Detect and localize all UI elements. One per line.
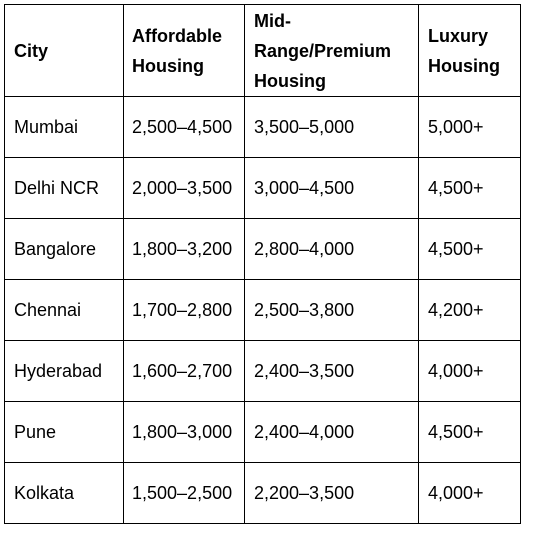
cell-luxury: 4,000+ (418, 340, 521, 402)
cell-affordable: 2,000–3,500 (123, 157, 245, 219)
cell-city: Kolkata (4, 462, 124, 524)
table-body: Mumbai 2,500–4,500 3,500–5,000 5,000+ De… (4, 96, 521, 524)
table-header: City Affordable Housing Mid-Range/Premiu… (4, 4, 521, 97)
cell-mid-range: 2,200–3,500 (244, 462, 419, 524)
table-row: Delhi NCR 2,000–3,500 3,000–4,500 4,500+ (4, 157, 521, 219)
cell-luxury: 4,500+ (418, 157, 521, 219)
header-affordable-housing: Affordable Housing (123, 4, 245, 97)
cell-city: Bangalore (4, 218, 124, 280)
table-row: Chennai 1,700–2,800 2,500–3,800 4,200+ (4, 279, 521, 341)
cell-luxury: 4,200+ (418, 279, 521, 341)
cell-luxury: 4,500+ (418, 401, 521, 463)
cell-city: Hyderabad (4, 340, 124, 402)
cell-affordable: 1,500–2,500 (123, 462, 245, 524)
table-row: Kolkata 1,500–2,500 2,200–3,500 4,000+ (4, 462, 521, 524)
cell-luxury: 4,500+ (418, 218, 521, 280)
cell-affordable: 2,500–4,500 (123, 96, 245, 158)
cell-mid-range: 3,000–4,500 (244, 157, 419, 219)
header-mid-range-premium-housing: Mid-Range/Premium Housing (244, 4, 419, 97)
header-row: City Affordable Housing Mid-Range/Premiu… (4, 4, 521, 97)
cell-affordable: 1,600–2,700 (123, 340, 245, 402)
cell-mid-range: 2,500–3,800 (244, 279, 419, 341)
housing-price-table: City Affordable Housing Mid-Range/Premiu… (4, 4, 521, 524)
cell-affordable: 1,700–2,800 (123, 279, 245, 341)
cell-city: Delhi NCR (4, 157, 124, 219)
table-row: Hyderabad 1,600–2,700 2,400–3,500 4,000+ (4, 340, 521, 402)
cell-luxury: 5,000+ (418, 96, 521, 158)
cell-affordable: 1,800–3,200 (123, 218, 245, 280)
cell-affordable: 1,800–3,000 (123, 401, 245, 463)
table-row: Bangalore 1,800–3,200 2,800–4,000 4,500+ (4, 218, 521, 280)
cell-mid-range: 2,400–3,500 (244, 340, 419, 402)
cell-city: Mumbai (4, 96, 124, 158)
header-city: City (4, 4, 124, 97)
table-row: Pune 1,800–3,000 2,400–4,000 4,500+ (4, 401, 521, 463)
cell-mid-range: 3,500–5,000 (244, 96, 419, 158)
cell-city: Chennai (4, 279, 124, 341)
header-luxury-housing: Luxury Housing (418, 4, 521, 97)
cell-mid-range: 2,400–4,000 (244, 401, 419, 463)
cell-city: Pune (4, 401, 124, 463)
cell-luxury: 4,000+ (418, 462, 521, 524)
table-row: Mumbai 2,500–4,500 3,500–5,000 5,000+ (4, 96, 521, 158)
cell-mid-range: 2,800–4,000 (244, 218, 419, 280)
